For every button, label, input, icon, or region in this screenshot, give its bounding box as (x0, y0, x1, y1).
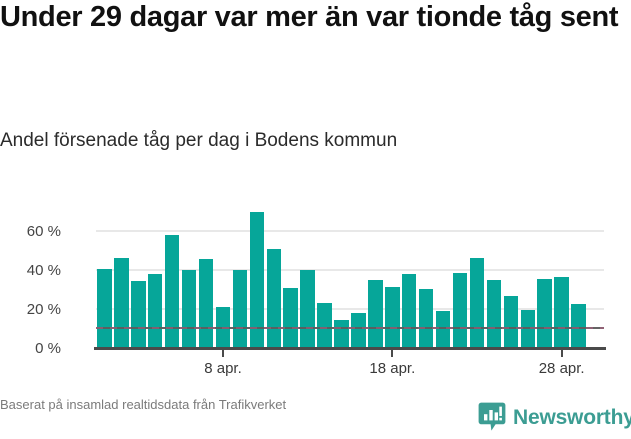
bar-chart: 0 % 20 % 40 % 60 % 8 apr. 18 apr. 28 apr. (0, 196, 631, 386)
y-axis-tick-label: 0 % (35, 340, 61, 357)
bar[interactable] (181, 269, 197, 347)
x-axis-tick-label: 8 apr. (204, 360, 242, 377)
reference-line (96, 326, 604, 329)
newsworthy-logo: Newsworthy (478, 402, 631, 432)
x-axis-tick (560, 350, 563, 357)
bar[interactable] (164, 235, 180, 347)
bar[interactable] (385, 287, 400, 347)
bar[interactable] (486, 280, 502, 347)
bar[interactable] (537, 279, 552, 347)
x-axis-tick (391, 350, 394, 357)
bar[interactable] (249, 211, 265, 347)
bar[interactable] (402, 273, 417, 347)
x-axis-line (94, 347, 606, 350)
bar[interactable] (503, 296, 519, 347)
bar[interactable] (266, 249, 282, 347)
x-axis-tick-label: 18 apr. (369, 360, 416, 377)
page-title: Under 29 dagar var mer än var tionde tåg… (0, 1, 619, 33)
gridline (96, 268, 604, 271)
bar[interactable] (232, 269, 248, 347)
bar[interactable] (334, 319, 349, 347)
y-axis-tick-label: 40 % (26, 261, 61, 279)
x-axis-tick (222, 350, 224, 357)
plot-area: 0 % 20 % 40 % 60 % (27, 210, 604, 356)
bar[interactable] (452, 272, 468, 347)
gridline (96, 229, 604, 232)
bar[interactable] (418, 289, 434, 347)
bar[interactable] (131, 281, 146, 347)
source-note: Baserat på insamlad realtidsdata från Tr… (0, 397, 287, 412)
bar[interactable] (317, 302, 332, 347)
x-axis-tick-label: 28 apr. (538, 360, 585, 377)
bar[interactable] (554, 276, 569, 347)
bar[interactable] (114, 257, 129, 347)
bar[interactable] (351, 312, 366, 347)
bar-chart-bubble-icon (478, 402, 506, 432)
y-axis-tick-label: 20 % (26, 300, 61, 318)
y-axis-tick-label: 60 % (26, 222, 61, 240)
bar[interactable] (300, 269, 315, 347)
bar[interactable] (368, 280, 383, 347)
bar[interactable] (97, 268, 112, 347)
bar[interactable] (198, 258, 214, 347)
bar[interactable] (283, 288, 298, 347)
bar[interactable] (148, 273, 163, 347)
bar[interactable] (571, 303, 586, 347)
bar[interactable] (435, 310, 451, 347)
logo-wordmark: Newsworthy (513, 405, 631, 429)
bar[interactable] (469, 257, 485, 347)
gridline (96, 307, 604, 310)
chart-subtitle: Andel försenade tåg per dag i Bodens kom… (0, 130, 398, 151)
